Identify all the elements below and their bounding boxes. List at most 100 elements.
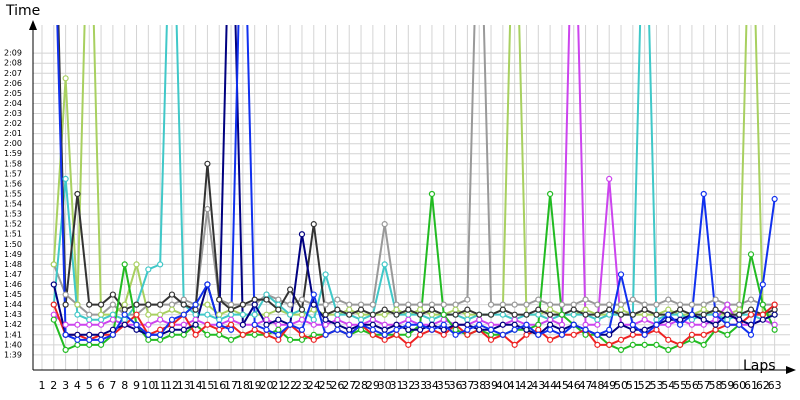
data-point (629, 321, 636, 328)
data-point (121, 316, 128, 323)
y-tick-label: 1:40 (4, 340, 22, 349)
y-tick-label: 1:47 (4, 270, 22, 279)
data-point (239, 321, 246, 328)
data-point (393, 321, 400, 328)
data-point (109, 316, 116, 323)
data-point (688, 301, 696, 308)
data-point (712, 316, 719, 323)
y-tick-label: 1:56 (4, 179, 22, 188)
data-point (582, 326, 589, 333)
data-point (665, 296, 672, 303)
data-point (606, 306, 613, 313)
data-point (357, 306, 365, 313)
data-point (62, 346, 69, 353)
data-point (157, 261, 164, 268)
data-point (322, 271, 329, 278)
data-point (239, 331, 246, 338)
series-line (52, 25, 776, 322)
data-point (736, 321, 743, 328)
data-point (428, 301, 436, 308)
data-point (570, 321, 577, 328)
data-point (393, 311, 400, 318)
y-tick-label: 1:55 (4, 189, 22, 198)
data-point (535, 326, 542, 333)
data-point (204, 331, 211, 338)
data-point (523, 331, 530, 338)
data-point (759, 281, 766, 288)
data-point (736, 301, 743, 308)
data-point (109, 291, 116, 298)
data-point (677, 311, 684, 318)
x-tick-label: 22 (283, 379, 297, 392)
data-point (192, 301, 199, 308)
data-point (97, 316, 105, 323)
data-point (712, 326, 719, 333)
data-point (594, 316, 601, 323)
data-point (499, 311, 506, 318)
data-point (168, 321, 176, 328)
data-point (369, 316, 376, 323)
x-tick-label: 45 (555, 379, 569, 392)
y-tick-label: 2:01 (4, 129, 22, 138)
data-point (594, 311, 601, 318)
x-tick-label: 25 (319, 379, 333, 392)
x-tick-label: 58 (709, 379, 723, 392)
data-point (133, 326, 140, 333)
data-point (511, 321, 518, 328)
y-tick-label: 1:48 (4, 260, 22, 269)
data-point (204, 160, 211, 167)
data-point (287, 311, 294, 318)
data-point (570, 306, 577, 313)
data-point (665, 321, 672, 328)
data-point (216, 311, 223, 318)
data-point (606, 331, 613, 338)
data-point (227, 326, 235, 333)
data-point (487, 311, 495, 318)
data-point (334, 321, 341, 328)
y-tick-label: 2:02 (4, 119, 22, 128)
data-point (145, 266, 152, 273)
data-point (204, 281, 211, 288)
data-point (369, 311, 376, 318)
data-point (700, 321, 707, 328)
data-point (192, 316, 199, 323)
data-point (405, 321, 412, 328)
data-point (582, 296, 589, 303)
data-point (334, 306, 341, 313)
data-point (157, 311, 164, 318)
y-tick-label: 1:51 (4, 230, 22, 239)
x-tick-label: 46 (567, 379, 581, 392)
y-tick-label: 2:03 (4, 109, 22, 118)
data-point (298, 296, 306, 303)
data-point (617, 336, 625, 343)
x-tick-label: 40 (496, 379, 510, 392)
grid (33, 25, 790, 370)
y-tick-label: 2:07 (4, 69, 22, 78)
data-point (712, 321, 719, 328)
data-point (535, 296, 542, 303)
data-point (263, 291, 270, 298)
data-point (747, 251, 755, 258)
data-point (357, 316, 365, 323)
data-point (464, 321, 471, 328)
data-point (157, 301, 164, 308)
y-tick-label: 1:44 (4, 300, 22, 309)
data-point (653, 301, 660, 308)
data-point (346, 301, 353, 308)
data-point (594, 321, 601, 328)
data-point (381, 326, 388, 333)
data-point (617, 346, 625, 353)
data-point (771, 326, 778, 333)
data-point (476, 316, 483, 323)
plot-area (50, 25, 778, 353)
data-point (334, 296, 341, 303)
data-point (180, 296, 187, 303)
data-point (86, 336, 93, 343)
data-point (275, 301, 282, 308)
data-point (523, 321, 530, 328)
data-point (62, 175, 69, 182)
data-point (641, 301, 648, 308)
data-point (405, 306, 412, 313)
data-point (357, 311, 365, 318)
data-point (665, 316, 672, 323)
